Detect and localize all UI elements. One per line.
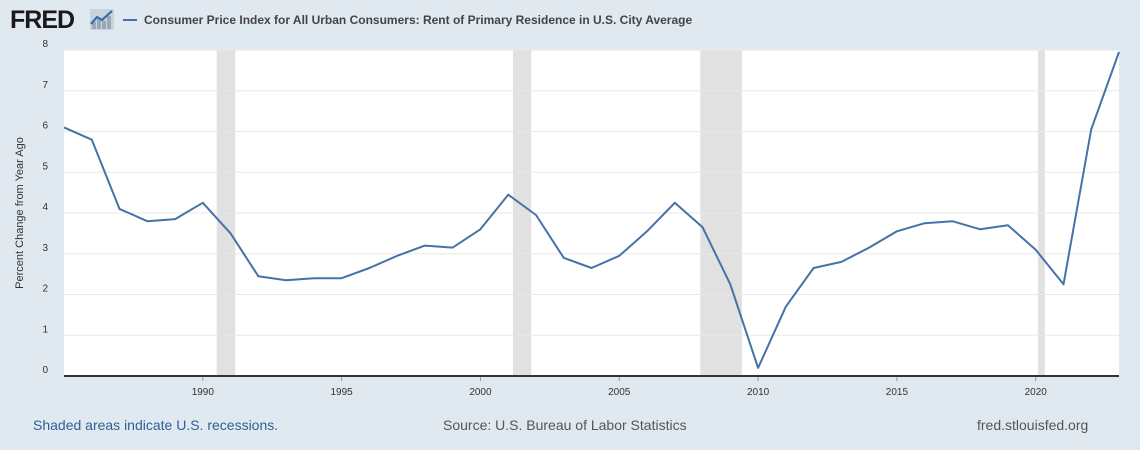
y-tick-label: 3 — [42, 243, 48, 254]
source-note: Source: U.S. Bureau of Labor Statistics — [443, 417, 687, 433]
data-point[interactable] — [1087, 125, 1095, 133]
data-point[interactable] — [671, 199, 679, 207]
data-point[interactable] — [976, 225, 984, 233]
data-point[interactable] — [921, 219, 929, 227]
data-point[interactable] — [560, 254, 568, 262]
data-point[interactable] — [421, 242, 429, 250]
y-tick-label: 0 — [42, 365, 48, 376]
data-point[interactable] — [699, 223, 707, 231]
data-point[interactable] — [393, 252, 401, 260]
data-point[interactable] — [588, 264, 596, 272]
data-point[interactable] — [837, 258, 845, 266]
y-tick-label: 4 — [42, 202, 48, 213]
x-tick-label: 2000 — [469, 387, 492, 398]
x-tick-label: 1990 — [192, 387, 215, 398]
x-axis-ticks: 1990 1995 2000 2005 2010 2015 2020 — [192, 376, 1048, 398]
data-point[interactable] — [476, 225, 484, 233]
series-line[interactable] — [63, 51, 1120, 369]
data-point[interactable] — [88, 136, 96, 144]
data-point[interactable] — [282, 276, 290, 284]
data-point[interactable] — [948, 217, 956, 225]
chart-legend[interactable]: Consumer Price Index for All Urban Consu… — [123, 12, 692, 28]
y-tick-label: 5 — [42, 161, 48, 172]
data-point[interactable] — [810, 264, 818, 272]
data-point[interactable] — [199, 199, 207, 207]
y-tick-label: 8 — [42, 39, 48, 50]
data-point[interactable] — [143, 217, 151, 225]
y-tick-label: 6 — [42, 121, 48, 132]
data-point[interactable] — [754, 364, 762, 372]
y-tick-label: 1 — [42, 324, 48, 335]
data-point[interactable] — [449, 244, 457, 252]
data-point[interactable] — [310, 274, 318, 282]
data-point[interactable] — [782, 303, 790, 311]
data-point[interactable] — [865, 244, 873, 252]
data-point[interactable] — [254, 272, 262, 280]
x-tick-label: 2020 — [1025, 387, 1048, 398]
data-point[interactable] — [227, 229, 235, 237]
data-point[interactable] — [338, 274, 346, 282]
x-tick-label: 2015 — [886, 387, 909, 398]
data-point[interactable] — [116, 205, 124, 213]
data-point[interactable] — [726, 280, 734, 288]
data-point[interactable] — [1004, 221, 1012, 229]
fred-logo[interactable]: FRED — [10, 6, 75, 34]
legend-series-label[interactable]: Consumer Price Index for All Urban Consu… — [144, 13, 693, 27]
x-tick-label: 1995 — [331, 387, 354, 398]
gridlines — [64, 49, 1119, 336]
data-point[interactable] — [532, 211, 540, 219]
chart-header: FRED Consumer Price Index for All Urban … — [0, 0, 1140, 40]
data-point[interactable] — [1059, 280, 1067, 288]
data-point[interactable] — [1032, 246, 1040, 254]
data-point[interactable] — [643, 227, 651, 235]
data-point[interactable] — [171, 215, 179, 223]
y-tick-label: 2 — [42, 284, 48, 295]
y-axis-ticks: 0 1 2 3 4 5 6 7 8 — [42, 39, 48, 376]
data-point[interactable] — [504, 191, 512, 199]
data-point[interactable] — [1115, 48, 1123, 56]
x-tick-label: 2010 — [747, 387, 770, 398]
y-tick-label: 7 — [42, 80, 48, 91]
series-layer — [60, 48, 1123, 372]
data-point[interactable] — [615, 252, 623, 260]
data-point[interactable] — [893, 227, 901, 235]
chart-trend-icon — [90, 9, 114, 30]
recession-note: Shaded areas indicate U.S. recessions. — [33, 417, 279, 433]
legend-swatch — [123, 19, 137, 21]
x-tick-label: 2005 — [608, 387, 631, 398]
data-point[interactable] — [60, 123, 68, 131]
site-link[interactable]: fred.stlouisfed.org — [977, 417, 1089, 433]
data-point[interactable] — [365, 264, 373, 272]
y-axis-label: Percent Change from Year Ago — [14, 137, 26, 289]
